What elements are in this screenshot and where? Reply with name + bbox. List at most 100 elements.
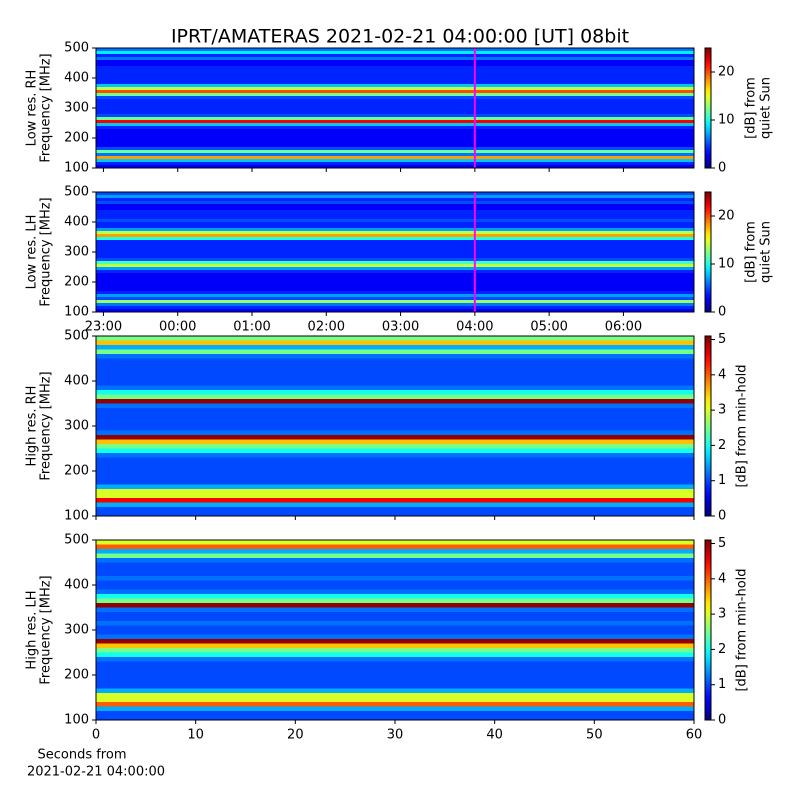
heatmap-cell — [96, 340, 694, 345]
heatmap-cell — [96, 120, 694, 123]
colorbar-tick-label: 0 — [718, 161, 726, 176]
y-axis-label: High res. LH — [25, 590, 40, 669]
heatmap-cell — [96, 285, 694, 288]
x-tick-label: 06:00 — [605, 320, 642, 335]
heatmap-cell — [96, 475, 694, 480]
x-tick-label: 10 — [187, 728, 204, 743]
heatmap-cell — [96, 594, 694, 599]
y-tick-label: 200 — [64, 668, 89, 683]
colorbar-label: [dB] from — [744, 77, 759, 139]
heatmap-cell — [96, 507, 694, 512]
colorbar-tick-label: 2 — [718, 642, 726, 657]
y-tick-label: 500 — [64, 533, 89, 548]
heatmap-cell — [96, 630, 694, 635]
heatmap-cell — [96, 123, 694, 126]
heatmap-cell — [96, 684, 694, 689]
colorbar-tick-label: 3 — [718, 607, 726, 622]
y-tick-label: 100 — [64, 305, 89, 320]
heatmap-cell — [96, 498, 694, 503]
heatmap-cell — [96, 90, 694, 93]
y-tick-label: 300 — [64, 623, 89, 638]
heatmap-cell — [96, 558, 694, 563]
heatmap-cell — [96, 589, 694, 594]
heatmap-cell — [96, 621, 694, 626]
colorbar-tick-label: 0 — [718, 713, 726, 728]
x-tick-label: 30 — [387, 728, 404, 743]
heatmap-cell — [96, 87, 694, 90]
heatmap-cell — [96, 291, 694, 294]
figure-title: IPRT/AMATERAS 2021-02-21 04:00:00 [UT] 0… — [171, 26, 629, 48]
heatmap-cell — [96, 706, 694, 711]
colorbar-tick-label: 20 — [718, 65, 735, 80]
heatmap-cell — [96, 207, 694, 210]
heatmap-cell — [96, 126, 694, 129]
heatmap-cell — [96, 670, 694, 675]
heatmap-cell — [96, 571, 694, 576]
heatmap-cell — [96, 394, 694, 399]
colorbar — [704, 191, 712, 313]
heatmap-cell — [96, 688, 694, 693]
colorbar-tick-label: 10 — [718, 257, 735, 272]
x-tick-label: 01:00 — [233, 320, 270, 335]
heatmap-cell — [96, 648, 694, 653]
heatmap-cell — [96, 598, 694, 603]
heatmap-cell — [96, 60, 694, 63]
heatmap-cell — [96, 679, 694, 684]
heatmap-cell — [96, 108, 694, 111]
y-tick-label: 400 — [64, 215, 89, 230]
y-axis-label: Frequency [MHz] — [39, 53, 54, 162]
heatmap-cell — [96, 303, 694, 306]
x-tick-label: 20 — [287, 728, 304, 743]
colorbar-tick-label: 1 — [718, 473, 726, 488]
heatmap-cell — [96, 567, 694, 572]
heatmap-cell — [96, 210, 694, 213]
heatmap-cell — [96, 141, 694, 144]
heatmap-cell — [96, 657, 694, 662]
heatmap-cell — [96, 150, 694, 153]
heatmap-cell — [96, 661, 694, 666]
heatmap-cell — [96, 66, 694, 69]
heatmap-cell — [96, 466, 694, 471]
x-tick-label: 02:00 — [308, 320, 345, 335]
colorbar-tick-label: 0 — [718, 509, 726, 524]
heatmap-cell — [96, 288, 694, 291]
heatmap-cell — [96, 222, 694, 225]
heatmap-cell — [96, 430, 694, 435]
heatmap-cell — [96, 493, 694, 498]
heatmap-cell — [96, 246, 694, 249]
heatmap-cell — [96, 243, 694, 246]
heatmap-cell — [96, 84, 694, 87]
y-tick-label: 500 — [64, 329, 89, 344]
heatmap-cell — [96, 444, 694, 449]
heatmap-cell — [96, 553, 694, 558]
y-tick-label: 400 — [64, 578, 89, 593]
heatmap-cell — [96, 421, 694, 426]
heatmap-cell — [96, 616, 694, 621]
colorbar-label: [dB] from min-hold — [735, 364, 750, 487]
heatmap-cell — [96, 63, 694, 66]
heatmap-cell — [96, 153, 694, 156]
heatmap-cell — [96, 372, 694, 377]
x-tick-label: 40 — [486, 728, 503, 743]
y-tick-label: 300 — [64, 101, 89, 116]
heatmap-cell — [96, 114, 694, 117]
x-tick-label: 03:00 — [382, 320, 419, 335]
heatmap-cell — [96, 697, 694, 702]
heatmap-cell — [96, 282, 694, 285]
heatmap-cell — [96, 439, 694, 444]
heatmap-cell — [96, 270, 694, 273]
heatmap-cell — [96, 358, 694, 363]
heatmap-cell — [96, 147, 694, 150]
heatmap-cell — [96, 309, 694, 312]
x-tick-label: 60 — [686, 728, 703, 743]
colorbar-tick-label: 1 — [718, 677, 726, 692]
heatmap-cell — [96, 252, 694, 255]
heatmap-cell — [96, 111, 694, 114]
heatmap-cell — [96, 294, 694, 297]
y-axis-label: Frequency [MHz] — [39, 197, 54, 306]
y-tick-label: 400 — [64, 374, 89, 389]
colorbar-tick-label: 4 — [718, 367, 726, 382]
heatmap-cell — [96, 399, 694, 404]
colorbar-label: quiet Sun — [759, 221, 774, 283]
heatmap-cell — [96, 51, 694, 54]
